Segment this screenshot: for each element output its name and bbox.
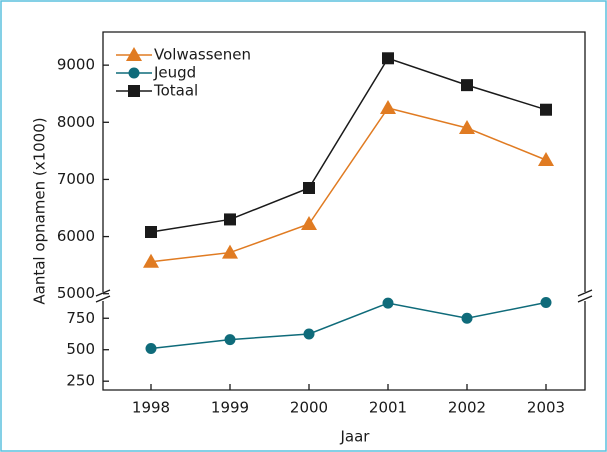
data-point xyxy=(145,226,157,238)
x-tick-label: 1998 xyxy=(132,399,170,417)
x-tick-label: 2000 xyxy=(290,399,328,417)
data-point xyxy=(461,79,473,92)
legend-label: Jeugd xyxy=(153,64,196,82)
y-tick-label: 5000 xyxy=(57,284,95,302)
data-point xyxy=(303,328,315,340)
data-point xyxy=(459,120,475,134)
data-point xyxy=(382,297,394,309)
y-tick-label: 750 xyxy=(66,309,95,327)
data-point xyxy=(538,152,554,166)
series-line xyxy=(150,107,547,263)
x-tick-label: 2003 xyxy=(527,399,565,417)
legend-label: Totaal xyxy=(153,82,198,100)
y-tick-label: 6000 xyxy=(57,227,95,245)
legend-marker xyxy=(128,67,140,79)
y-tick-label: 500 xyxy=(66,340,95,358)
data-point xyxy=(145,342,157,354)
y-tick-label: 9000 xyxy=(57,56,95,74)
axis-break xyxy=(95,289,593,303)
plot-frame xyxy=(102,31,586,391)
legend-label: Volwassenen xyxy=(154,46,251,64)
y-tick-label: 250 xyxy=(66,372,95,390)
y-axis-label: Aantal opnamen (x1000) xyxy=(31,117,49,304)
data-point xyxy=(224,213,236,226)
data-point xyxy=(382,52,394,65)
legend-marker xyxy=(128,85,140,97)
x-tick-label: 1999 xyxy=(211,399,249,417)
data-point xyxy=(224,334,236,346)
data-point xyxy=(540,297,552,309)
y-tick-label: 8000 xyxy=(57,113,95,131)
legend-marker xyxy=(126,47,142,61)
y-tick-label: 7000 xyxy=(57,170,95,188)
data-point xyxy=(380,100,396,114)
data-point xyxy=(222,244,238,259)
data-point xyxy=(540,103,552,116)
x-tick-label: 2002 xyxy=(448,399,486,417)
data-point xyxy=(461,312,473,324)
series-line xyxy=(150,57,547,233)
data-point xyxy=(303,182,315,194)
x-tick-label: 2001 xyxy=(369,399,407,417)
x-axis-label: Jaar xyxy=(340,428,371,446)
data-point xyxy=(143,253,159,268)
data-point xyxy=(301,216,317,230)
series-line xyxy=(150,301,547,350)
